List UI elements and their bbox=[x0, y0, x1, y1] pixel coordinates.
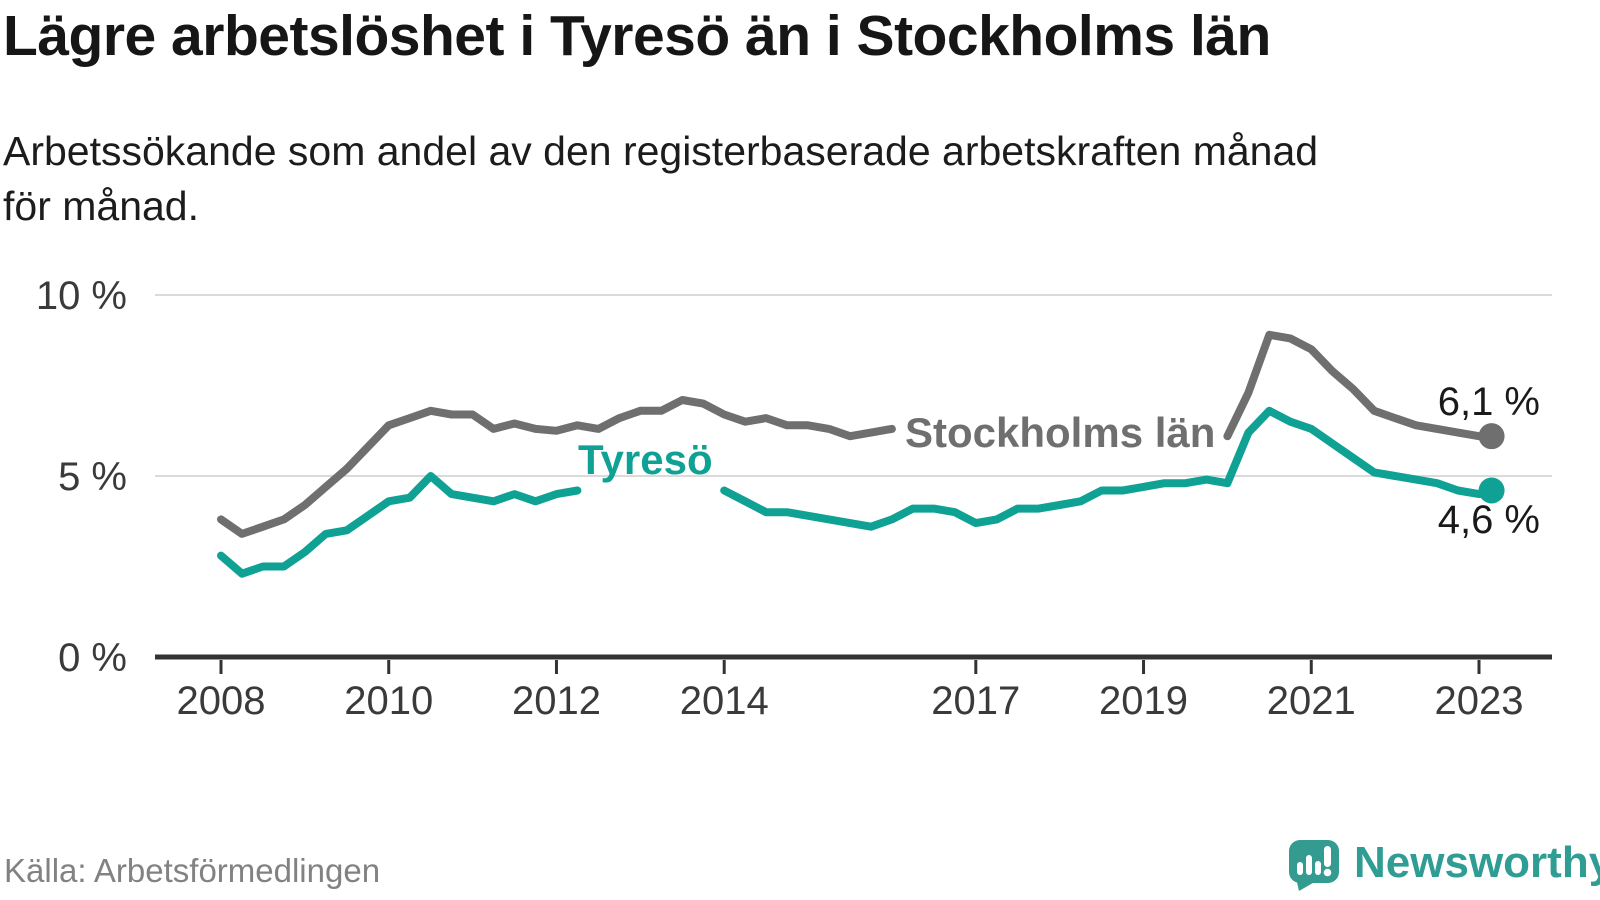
chart-subtitle-line1: Arbetssökande som andel av den registerb… bbox=[3, 128, 1319, 174]
y-tick-label: 10 % bbox=[36, 274, 127, 318]
series-end-dot-tyreso bbox=[1478, 477, 1505, 504]
logo-bubble-shape bbox=[1289, 840, 1339, 883]
series-label-tyreso: Tyresö bbox=[578, 436, 713, 483]
value-label-tyreso: 4,6 % bbox=[1438, 498, 1540, 542]
series-label-stockholm: Stockholms län bbox=[905, 409, 1215, 456]
x-tick-label: 2021 bbox=[1267, 679, 1356, 723]
logo-exclamation-dot bbox=[1323, 868, 1332, 877]
series-line-stockholm bbox=[1223, 330, 1496, 441]
chart-subtitle: Arbetssökande som andel av den registerb… bbox=[3, 124, 1563, 234]
x-tick-label: 2019 bbox=[1099, 679, 1188, 723]
logo-bubble-tail bbox=[1296, 878, 1318, 891]
logo-exclamation-bar bbox=[1324, 846, 1331, 867]
y-tick-label: 0 % bbox=[58, 636, 127, 680]
logo-bubble-icon bbox=[1289, 840, 1339, 891]
x-tick-label: 2017 bbox=[931, 679, 1020, 723]
logo-wordmark: Newsworthy bbox=[1354, 838, 1600, 887]
series-end-dot-stockholm bbox=[1478, 423, 1505, 450]
logo-bar-1 bbox=[1297, 862, 1303, 875]
x-tick-label: 2008 bbox=[177, 679, 266, 723]
x-tick-label: 2012 bbox=[512, 679, 601, 723]
x-tick-label: 2014 bbox=[680, 679, 769, 723]
chart-subtitle-line2: för månad. bbox=[3, 183, 199, 229]
chart-title: Lägre arbetslöshet i Tyresö än i Stockho… bbox=[3, 4, 1271, 68]
series-line-stockholm bbox=[217, 396, 896, 538]
source-note: Källa: Arbetsförmedlingen bbox=[4, 852, 381, 889]
logo-bar-3 bbox=[1315, 861, 1321, 875]
value-label-stockholm: 6,1 % bbox=[1438, 380, 1540, 424]
newsworthy-logo: Newsworthy bbox=[1289, 838, 1600, 891]
y-tick-label: 5 % bbox=[58, 455, 127, 499]
logo-bar-2 bbox=[1306, 855, 1312, 875]
x-tick-label: 2010 bbox=[344, 679, 433, 723]
series-line-tyreso bbox=[720, 406, 1496, 531]
x-tick-label: 2023 bbox=[1435, 679, 1524, 723]
series-line-tyreso bbox=[217, 472, 582, 578]
